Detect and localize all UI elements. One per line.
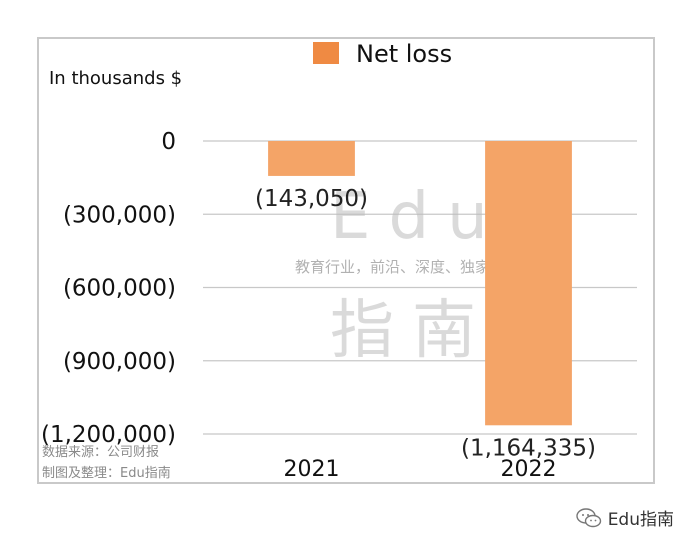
y-tick-label: (300,000) [63, 202, 176, 228]
source-line-2: 制图及整理：Edu指南 [42, 465, 171, 481]
watermark-tagline: 教育行业，前沿、深度、独家 [295, 258, 490, 276]
x-category-label: 2021 [284, 457, 340, 482]
watermark-edu: Edu [330, 180, 506, 254]
bar-2021 [268, 141, 355, 176]
x-category-label: 2022 [501, 457, 557, 482]
legend-swatch-net-loss [313, 42, 339, 64]
wechat-icon [575, 507, 601, 527]
x-category-labels: 2021 2022 [284, 457, 557, 482]
y-tick-label: (1,200,000) [41, 422, 176, 448]
legend: Net loss [313, 40, 452, 68]
data-labels: (143,050) (1,164,335) [255, 186, 596, 461]
data-source-note: 数据来源：公司财报 制图及整理：Edu指南 [42, 445, 171, 481]
y-axis-unit-label: In thousands $ [49, 68, 182, 89]
brand-label: Edu指南 [607, 510, 674, 530]
watermark: Edu 教育行业，前沿、深度、独家 指南 [295, 180, 506, 368]
legend-label-net-loss: Net loss [356, 40, 452, 68]
data-label-2022: (1,164,335) [461, 435, 596, 461]
y-tick-label: (600,000) [63, 276, 176, 302]
data-label-2021: (143,050) [255, 186, 368, 212]
y-tick-label: (900,000) [63, 349, 176, 375]
watermark-zhinan: 指南 [330, 294, 494, 368]
source-line-1: 数据来源：公司财报 [42, 445, 159, 460]
y-tick-label: 0 [161, 129, 176, 155]
bars [268, 141, 572, 426]
brand-footer: Edu指南 [575, 505, 674, 530]
bar-2022 [485, 141, 572, 426]
y-tick-labels: 0 (300,000) (600,000) (900,000) (1,200,000) [41, 129, 176, 448]
